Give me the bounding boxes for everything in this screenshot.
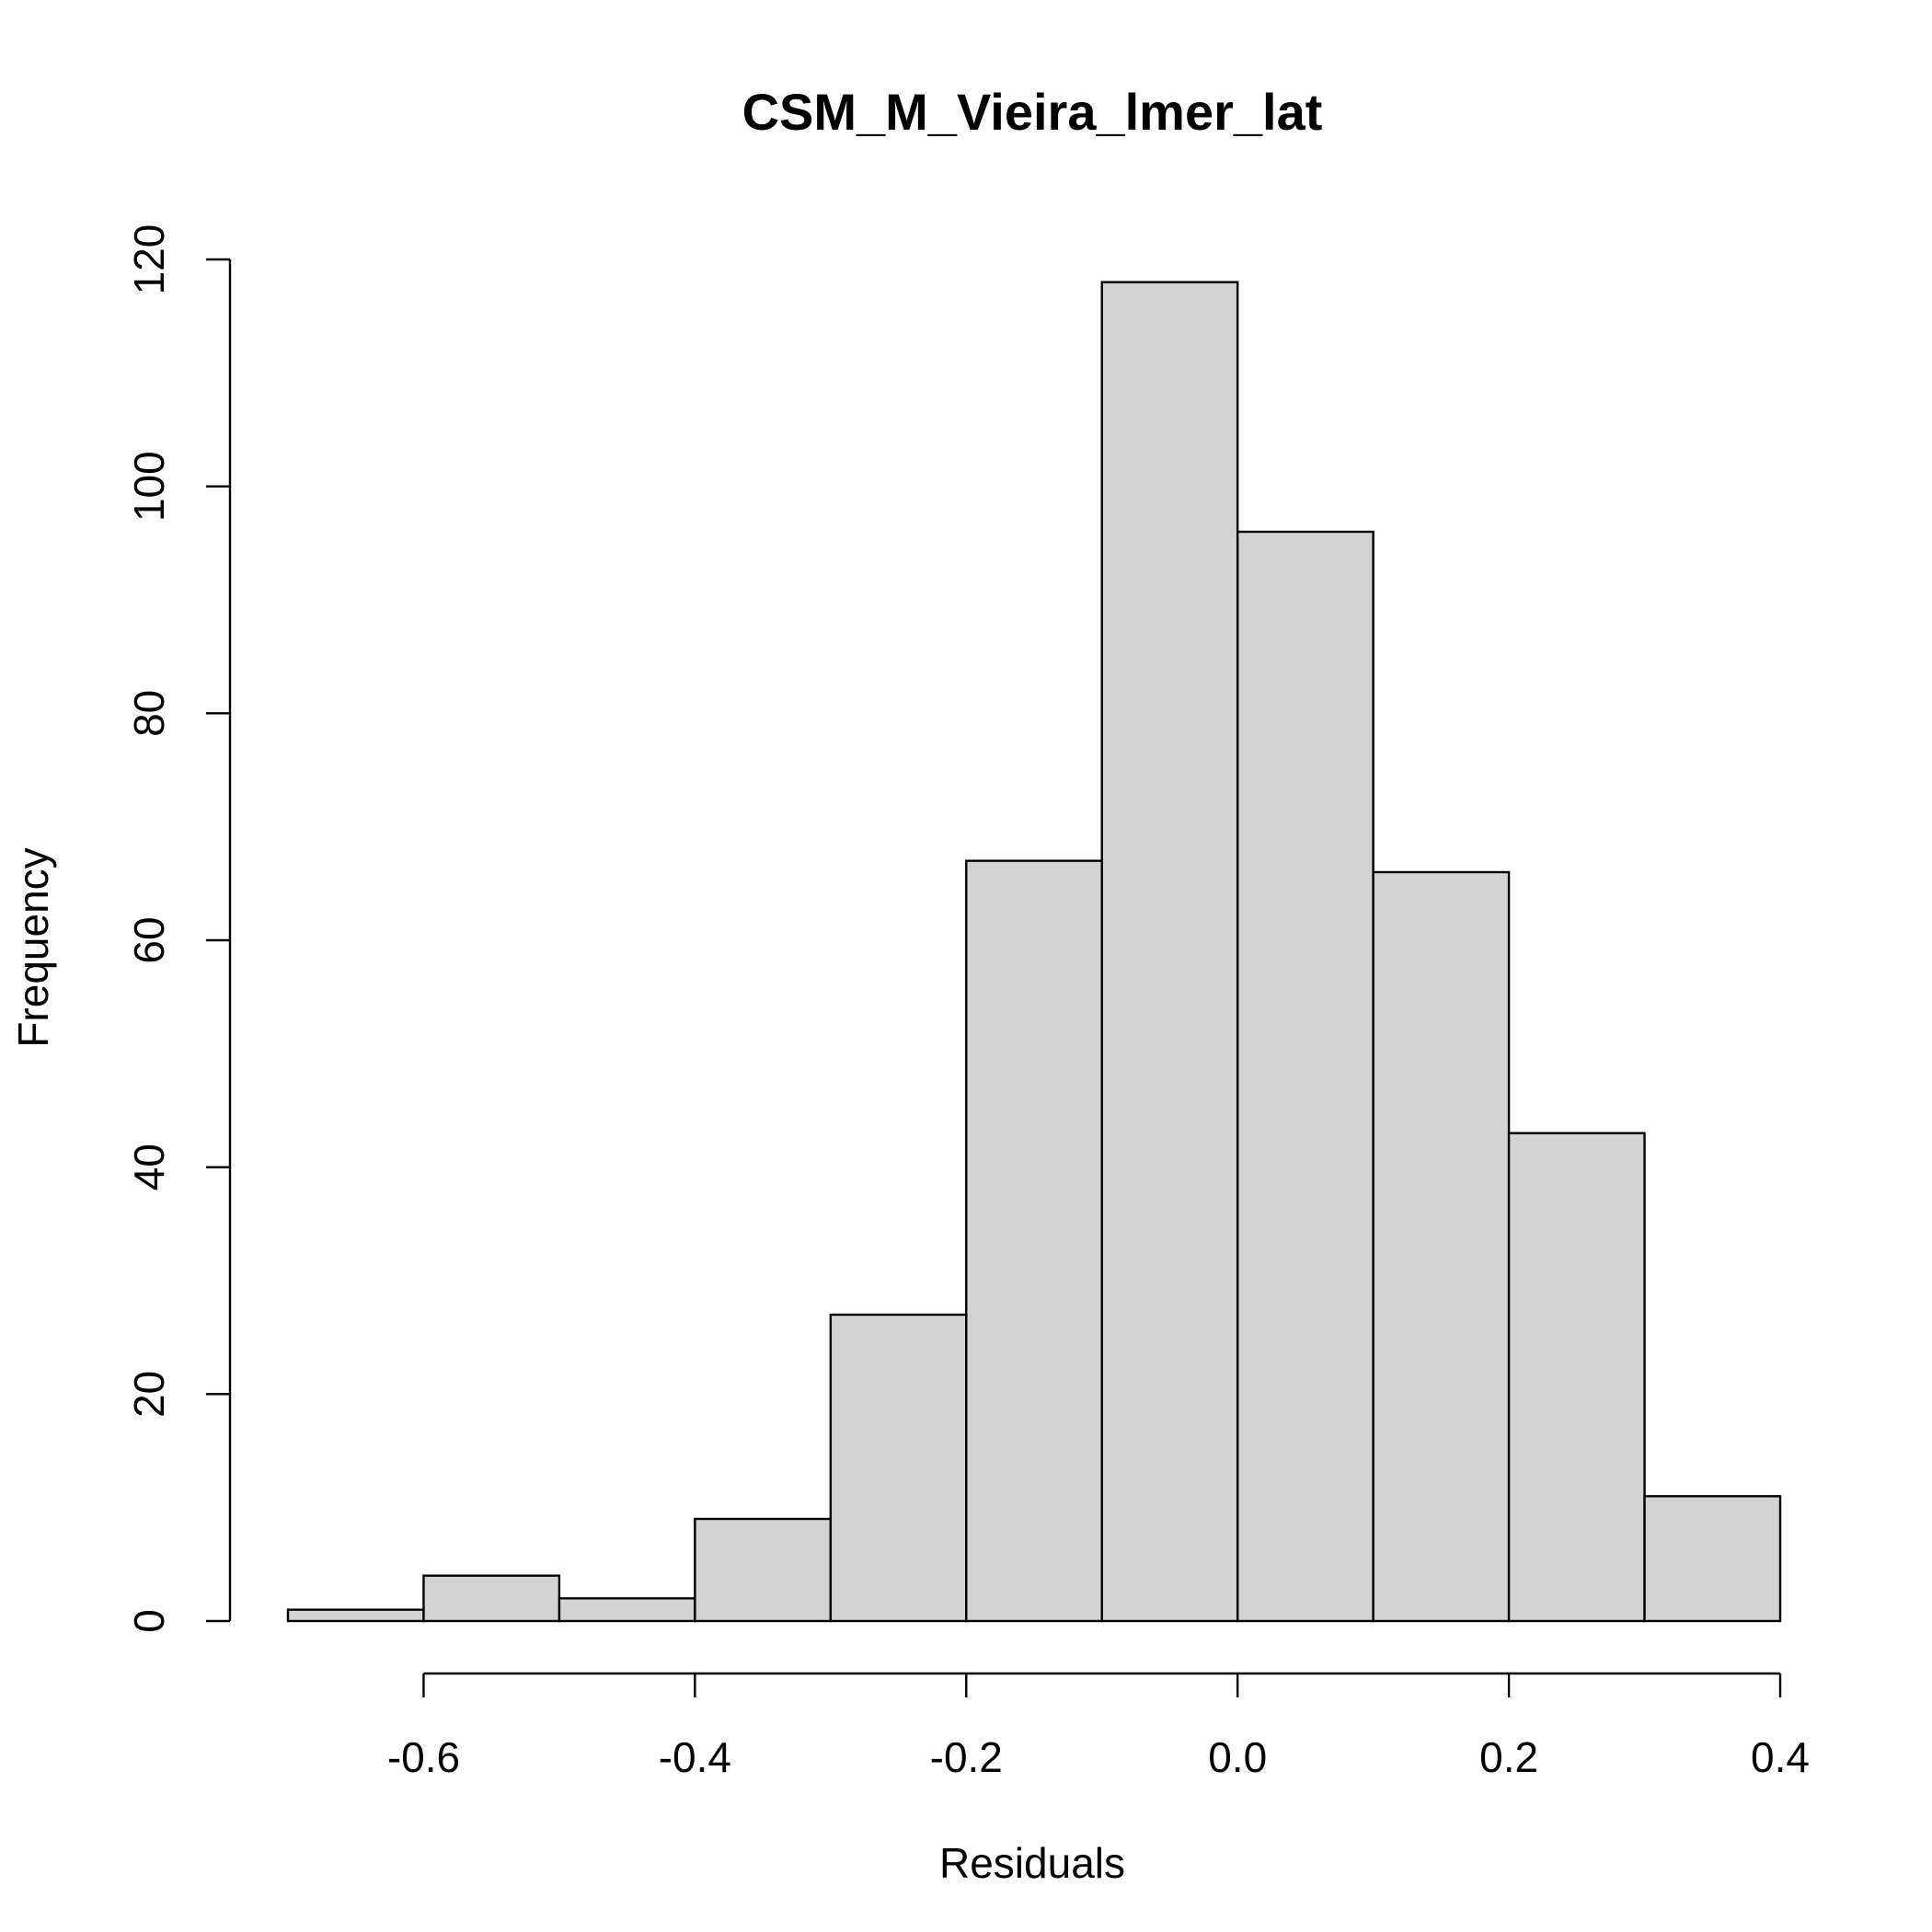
x-tick-label: -0.2 [930,1733,1003,1781]
histogram-bar-9 [1372,870,1511,1623]
y-tick-label: 0 [125,1609,173,1633]
y-tick-label: 100 [125,451,173,522]
y-axis: 0 20 40 60 80 100 120 [125,224,232,1633]
x-axis-label: Residuals [939,1839,1125,1887]
histogram-bar-6 [965,859,1103,1623]
histogram-bar-11 [1643,1495,1782,1623]
x-tick-label: 0.2 [1479,1733,1538,1781]
x-tick-label: -0.4 [659,1733,731,1781]
histogram-bar-10 [1507,1132,1646,1623]
histogram-bar-2 [422,1574,561,1623]
histogram-bar-4 [694,1517,833,1623]
x-tick-label: 0.0 [1208,1733,1267,1781]
x-tick-label: 0.4 [1751,1733,1810,1781]
histogram-bar-3 [558,1597,696,1623]
bars [286,281,1782,1623]
y-tick-label: 80 [125,690,173,737]
histogram-bar-8 [1236,530,1374,1623]
y-tick-label: 120 [125,224,173,295]
chart-title: CSM_M_Vieira_lmer_lat [742,83,1323,141]
x-axis: -0.6 -0.4 -0.2 0.0 0.2 0.4 [387,1672,1810,1781]
y-tick-label: 40 [125,1144,173,1190]
histogram-bar-7 [1100,281,1239,1623]
x-tick-label: -0.6 [387,1733,460,1781]
y-tick-label: 20 [125,1371,173,1418]
histogram-bar-1 [286,1608,425,1623]
y-tick-label: 60 [125,916,173,963]
y-axis-label: Frequency [9,847,57,1047]
histogram-bar-5 [829,1313,968,1623]
